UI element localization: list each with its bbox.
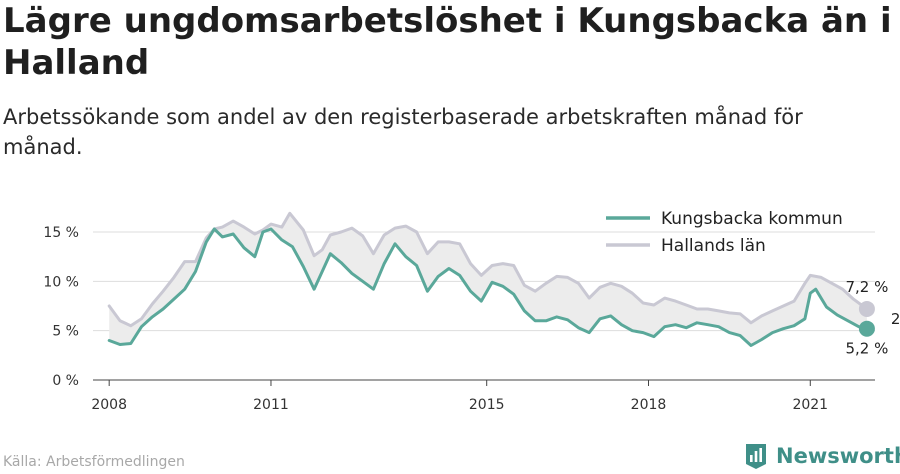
newsworthy-icon xyxy=(746,444,766,469)
axes: 0 % 5 % 10 % 15 % 2008 2011 2015 2018 2021 xyxy=(43,225,875,413)
x-tick-label: 2021 xyxy=(792,397,828,413)
end-marker-hallands-lan xyxy=(858,300,875,317)
y-tick-label: 0 % xyxy=(52,373,79,389)
x-tick-label: 2008 xyxy=(91,397,127,413)
series-line-hallands-lan xyxy=(107,211,869,328)
end-marker-kungsbacka xyxy=(858,320,875,337)
difference-band xyxy=(109,213,867,346)
end-markers: 7,2 % 5,2 % 2 % xyxy=(845,278,900,358)
series-line-kungsbacka xyxy=(107,227,869,347)
x-tick-label: 2015 xyxy=(469,397,505,413)
y-tick-label: 5 % xyxy=(52,324,79,340)
legend-label: Hallands län xyxy=(661,236,766,256)
chart-subtitle: Arbetssökande som andel av den registerb… xyxy=(3,105,803,159)
brand-name: Newsworthy xyxy=(776,444,900,468)
legend-label: Kungsbacka kommun xyxy=(661,209,843,229)
y-tick-label: 15 % xyxy=(43,225,79,241)
chart-title: Lägre ungdomsarbetslöshet i Kungsbacka ä… xyxy=(3,1,892,83)
legend: Kungsbacka kommun Hallands län xyxy=(606,209,843,256)
x-tick-label: 2018 xyxy=(631,397,667,413)
end-label-hallands-lan: 7,2 % xyxy=(845,278,888,296)
brand-logo: Newsworthy xyxy=(744,440,900,472)
source-note: Källa: Arbetsförmedlingen xyxy=(3,454,185,470)
end-label-kungsbacka: 5,2 % xyxy=(845,340,888,358)
difference-label: 2 % xyxy=(891,310,900,328)
y-tick-label: 10 % xyxy=(43,274,79,290)
series-lines xyxy=(107,211,869,347)
x-tick-label: 2011 xyxy=(253,397,289,413)
